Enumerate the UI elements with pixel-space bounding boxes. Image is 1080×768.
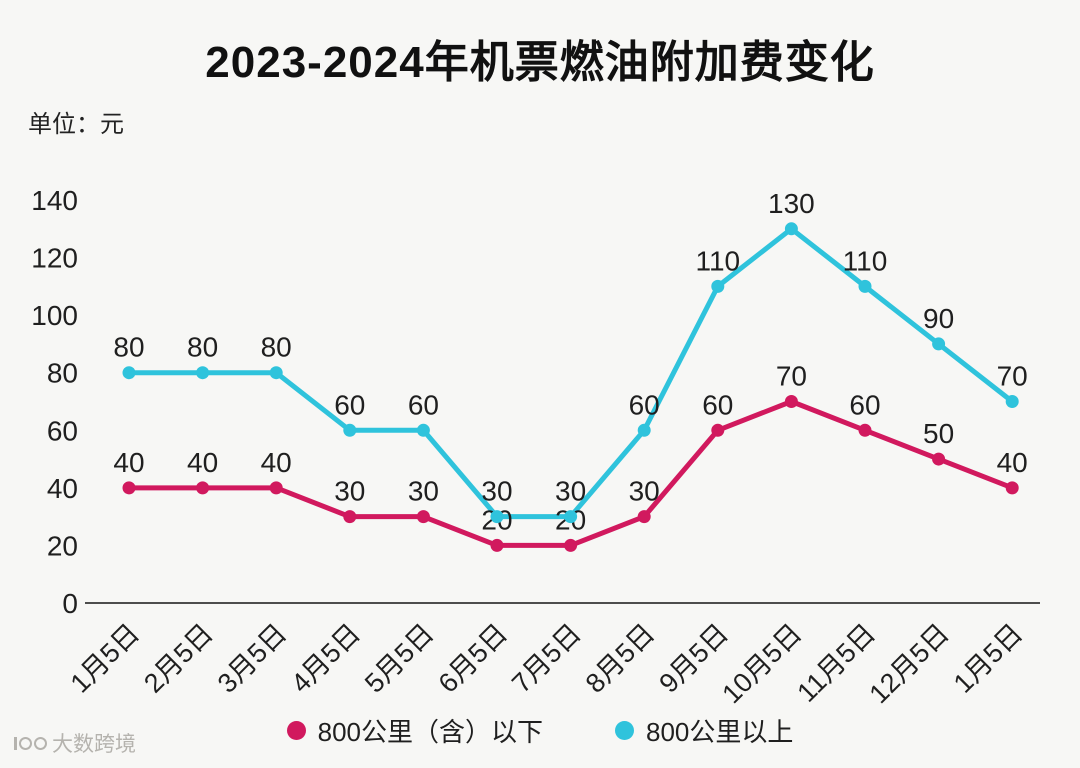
data-label: 50 — [923, 418, 954, 449]
data-label: 40 — [997, 447, 1028, 478]
data-point[interactable] — [637, 423, 651, 437]
data-label: 80 — [113, 332, 144, 363]
data-point[interactable] — [711, 279, 725, 293]
data-point[interactable] — [1005, 481, 1019, 495]
data-label: 60 — [629, 389, 660, 420]
data-label: 30 — [408, 476, 439, 507]
x-axis-label: 2月5日 — [138, 618, 219, 699]
legend-dot-above-800km-icon — [615, 721, 634, 740]
data-label: 30 — [481, 476, 512, 507]
y-tick-label: 60 — [47, 415, 78, 446]
legend-label-above-800km: 800公里以上 — [646, 717, 794, 747]
data-label: 130 — [768, 188, 815, 219]
y-tick-label: 140 — [31, 185, 78, 216]
legend-item-above-800km[interactable]: 800公里以上 — [615, 712, 793, 749]
x-axis-label: 11月5日 — [791, 618, 881, 708]
x-axis-label: 6月5日 — [433, 618, 514, 699]
data-point[interactable] — [564, 510, 578, 524]
x-axis-label: 10月5日 — [716, 618, 807, 709]
data-label: 80 — [187, 332, 218, 363]
data-label: 30 — [629, 476, 660, 507]
y-tick-label: 40 — [47, 473, 78, 504]
legend-label-below-800km: 800公里（含）以下 — [317, 717, 543, 747]
data-point[interactable] — [711, 423, 725, 437]
x-axis-label: 3月5日 — [212, 618, 293, 699]
data-label: 40 — [113, 447, 144, 478]
data-label: 60 — [849, 389, 880, 420]
x-axis-label: 4月5日 — [285, 618, 366, 699]
data-label: 110 — [843, 245, 888, 276]
data-point[interactable] — [490, 538, 504, 552]
data-label: 60 — [408, 389, 439, 420]
data-label: 70 — [776, 361, 807, 392]
data-point[interactable] — [122, 481, 136, 495]
data-point[interactable] — [637, 510, 651, 524]
x-axis-label: 5月5日 — [359, 618, 440, 699]
data-point[interactable] — [564, 538, 578, 552]
data-label: 40 — [187, 447, 218, 478]
data-point[interactable] — [269, 366, 283, 380]
data-point[interactable] — [490, 510, 504, 524]
legend: 800公里（含）以下 800公里以上 — [0, 712, 1080, 749]
watermark: 大数跨境 — [14, 728, 136, 758]
data-point[interactable] — [343, 423, 357, 437]
data-label: 30 — [334, 476, 365, 507]
data-label: 110 — [695, 245, 740, 276]
unit-label: 单位：元 — [28, 111, 124, 138]
data-point[interactable] — [122, 366, 136, 380]
data-point[interactable] — [196, 481, 210, 495]
data-point[interactable] — [1005, 395, 1019, 408]
legend-item-below-800km[interactable]: 800公里（含）以下 — [286, 712, 543, 749]
y-tick-label: 100 — [31, 300, 78, 331]
data-point[interactable] — [932, 452, 946, 466]
data-label: 90 — [923, 303, 954, 334]
watermark-logo-icon — [14, 736, 47, 750]
data-label: 60 — [702, 389, 733, 420]
y-tick-label: 120 — [31, 243, 78, 274]
legend-dot-below-800km-icon — [286, 721, 306, 740]
data-label: 40 — [261, 447, 292, 478]
data-point[interactable] — [343, 510, 357, 524]
data-point[interactable] — [416, 423, 430, 437]
x-axis-label: 12月5日 — [864, 618, 955, 709]
y-tick-label: 0 — [62, 588, 78, 619]
watermark-text: 大数跨境 — [52, 733, 136, 756]
data-point[interactable] — [784, 395, 798, 408]
x-axis-label: 7月5日 — [506, 618, 587, 699]
x-axis-label: 1月5日 — [65, 618, 146, 699]
data-point[interactable] — [932, 337, 946, 351]
data-point[interactable] — [416, 510, 430, 524]
fuel-surcharge-line-chart: 0204060801001201401月5日2月5日3月5日4月5日5月5日6月… — [31, 185, 1040, 709]
chart-title: 2023-2024年机票燃油附加费变化 — [205, 38, 875, 87]
data-point[interactable] — [858, 279, 872, 293]
data-label: 70 — [997, 361, 1028, 392]
data-point[interactable] — [858, 423, 872, 437]
data-point[interactable] — [784, 222, 798, 236]
data-point[interactable] — [196, 366, 210, 380]
data-label: 60 — [334, 389, 365, 420]
y-tick-label: 20 — [47, 530, 78, 561]
y-tick-label: 80 — [47, 358, 78, 389]
data-point[interactable] — [269, 481, 283, 495]
data-label: 30 — [555, 476, 586, 507]
data-label: 80 — [261, 332, 292, 363]
x-axis-label: 1月5日 — [948, 618, 1029, 699]
x-axis-label: 8月5日 — [580, 618, 661, 699]
